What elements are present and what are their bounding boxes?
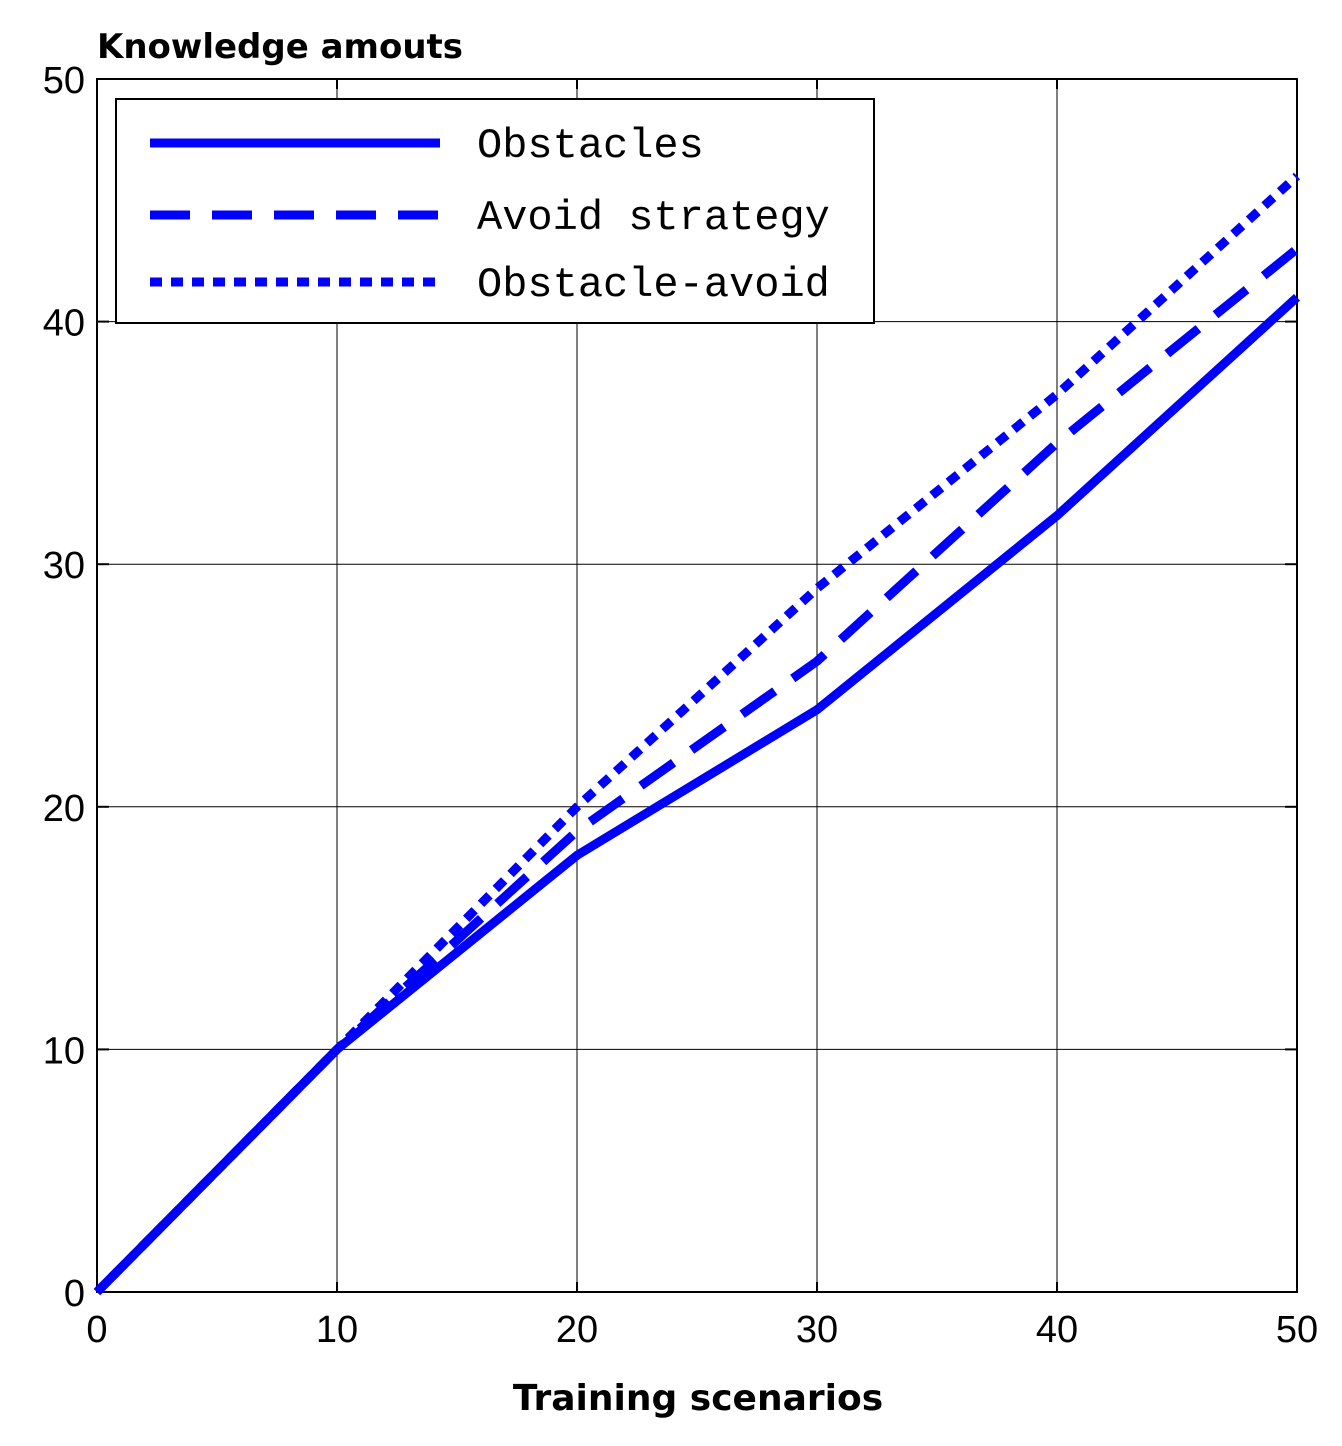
y-tick-label: 20: [43, 788, 85, 830]
series-line-obstacle-avoid: [93, 172, 1301, 1296]
x-tick-label: 30: [796, 1309, 838, 1351]
plot-area-frame: [96, 78, 1298, 1293]
y-tick-label: 50: [43, 60, 85, 102]
axis-ticks: 0 10 20 30 40 50 0 10 20 30 40 50: [43, 60, 1318, 1351]
y-tick-label: 30: [43, 545, 85, 587]
legend-label: Obstacles: [477, 122, 704, 170]
x-tick-label: 10: [316, 1309, 358, 1351]
legend-label: Obstacle-avoid: [477, 261, 830, 309]
legend: Obstacles Avoid strategy Obstacle-avoid: [115, 98, 875, 324]
y-axis-title: Knowledge amouts: [97, 27, 463, 67]
y-tick-label: 10: [43, 1030, 85, 1072]
x-tick-label: 40: [1036, 1309, 1078, 1351]
legend-label: Avoid strategy: [477, 194, 830, 242]
x-tick-label: 50: [1276, 1309, 1318, 1351]
x-axis-title: Training scenarios: [513, 1378, 883, 1419]
x-tick-label: 0: [86, 1309, 107, 1351]
series-lines: [93, 172, 1301, 1296]
y-tick-label: 0: [64, 1273, 85, 1315]
y-tick-label: 40: [43, 303, 85, 345]
x-tick-label: 20: [556, 1309, 598, 1351]
